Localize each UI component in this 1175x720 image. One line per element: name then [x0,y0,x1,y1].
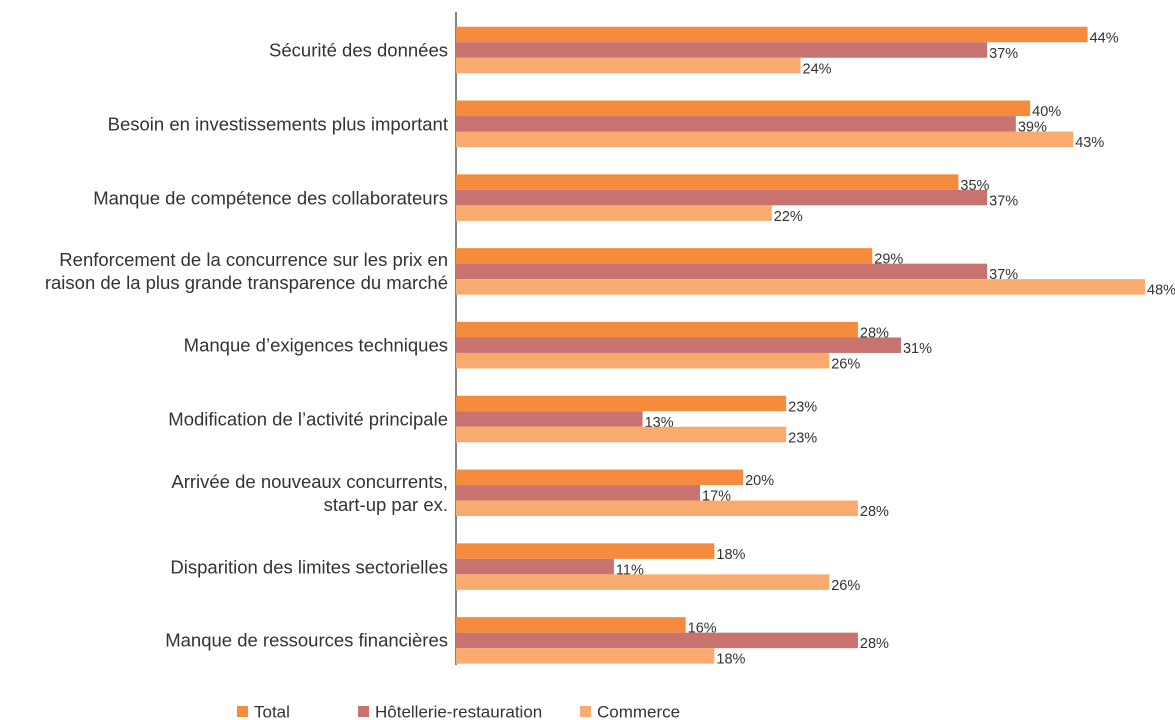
value-label: 48% [1147,283,1175,299]
value-label: 40% [1032,104,1061,120]
bar [456,42,988,58]
bar [456,100,1031,117]
bar [456,337,901,353]
value-label: 18% [716,547,745,563]
bar [456,617,686,633]
value-label: 44% [1090,30,1119,46]
category-label: Modification de l’activité principale [168,408,448,430]
value-label: 23% [788,430,817,446]
bar [456,352,830,369]
legend-label: Commerce [597,702,680,720]
bar [456,411,643,427]
bar [456,574,830,590]
bar [456,26,1088,43]
category-label: Renforcement de la concurrence sur les p… [44,249,448,294]
category-label: Sécurité des données [269,39,448,61]
bar [456,189,988,206]
category-label: Manque de ressources financières [165,629,448,651]
value-label: 26% [831,357,860,373]
value-label: 37% [989,193,1018,209]
bar [456,248,873,264]
value-label: 37% [989,46,1018,62]
value-label: 28% [860,636,889,652]
bar [456,632,858,649]
bar [456,500,858,517]
bar [456,279,1145,295]
legend-swatch [358,706,369,717]
bar [456,174,959,190]
bar [456,57,801,74]
bar [456,543,715,559]
value-label: 26% [831,578,860,594]
legend-label: Total [254,702,290,720]
legend-swatch [237,706,248,717]
value-label: 28% [860,504,889,520]
value-label: 22% [774,209,803,225]
bar [456,395,787,412]
bar [456,263,988,280]
value-label: 31% [903,341,932,357]
bar [456,485,701,501]
category-label: Arrivée de nouveaux concurrents, start-u… [171,470,448,515]
value-label: 43% [1075,135,1104,151]
value-label: 24% [803,61,832,77]
value-label: 23% [788,399,817,415]
legend-label: Hôtellerie-restauration [375,702,542,720]
value-label: 20% [745,473,774,489]
bar [456,116,1016,132]
legend-swatch [580,706,591,717]
bar [456,131,1074,148]
bar [456,205,772,221]
bar [456,321,858,338]
category-label: Besoin en investissements plus important [107,113,448,135]
category-label: Manque de compétence des collaborateurs [93,187,448,209]
bar [456,648,715,664]
bar [456,469,744,486]
category-label: Manque d’exigences techniques [183,334,448,356]
bar [456,426,787,443]
bar [456,558,614,575]
category-label: Disparition des limites sectorielles [170,556,448,578]
value-label: 18% [716,652,745,668]
